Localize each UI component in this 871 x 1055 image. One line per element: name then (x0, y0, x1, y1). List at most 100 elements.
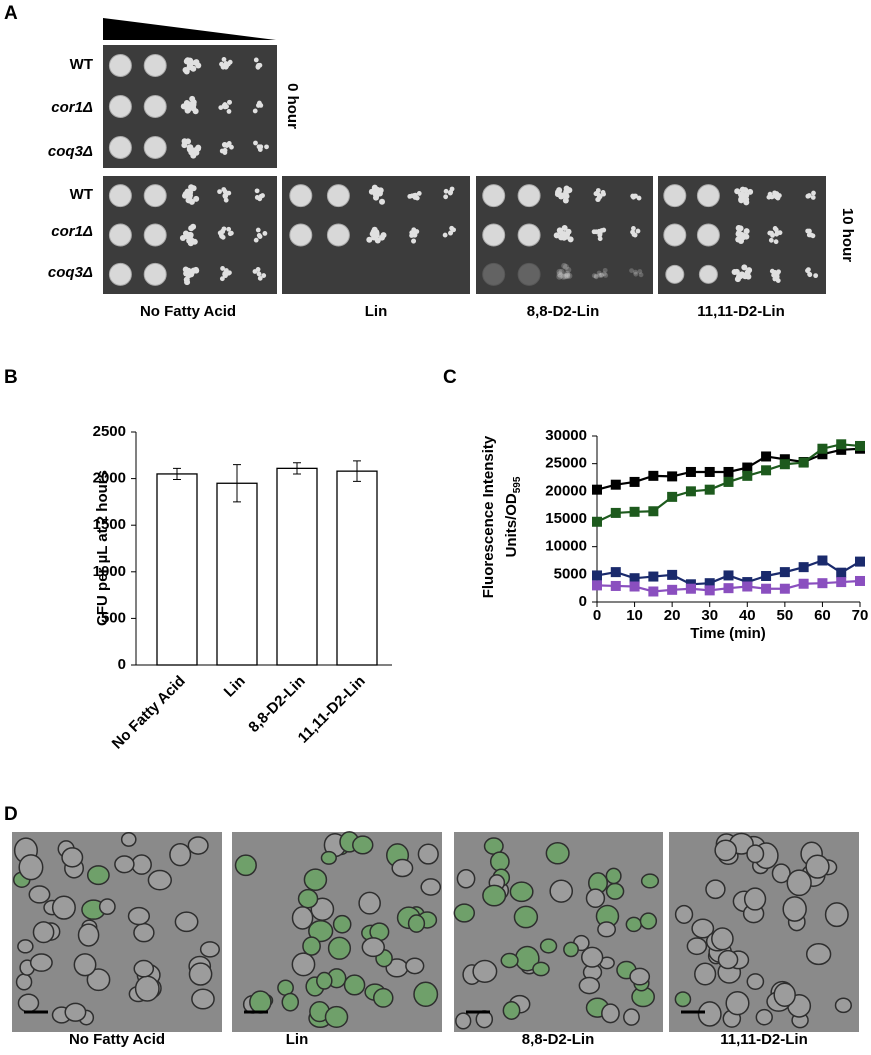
colony (733, 268, 740, 275)
colony (595, 197, 601, 202)
cell (316, 971, 333, 990)
data-point (648, 586, 659, 597)
colony (810, 195, 816, 200)
colony (597, 236, 603, 242)
cell (249, 990, 272, 1014)
cell (455, 1012, 472, 1030)
cell (714, 839, 738, 862)
data-point (855, 556, 865, 567)
micrograph (12, 832, 222, 1032)
strain-label: coq3Δ (48, 264, 93, 281)
colony (603, 272, 609, 278)
colony (188, 225, 195, 232)
cell (291, 952, 316, 977)
y-tick-label: 25000 (545, 455, 587, 472)
colony (564, 270, 571, 277)
colony (414, 195, 420, 201)
data-point (817, 555, 828, 566)
colony-spot (326, 184, 350, 208)
cell (834, 997, 852, 1014)
cell (578, 976, 601, 995)
data-point (667, 569, 678, 580)
data-point (836, 439, 847, 450)
colony (805, 268, 810, 274)
colony (449, 186, 455, 192)
y-tick-label: 1500 (93, 516, 126, 533)
colony (556, 268, 563, 275)
strain-label: cor1Δ (51, 223, 93, 240)
cell (134, 975, 160, 1002)
y-tick-label: 5000 (554, 565, 587, 582)
cell (691, 918, 715, 939)
colony (806, 193, 812, 198)
colony (770, 232, 775, 238)
colony (190, 65, 197, 72)
colony (217, 189, 222, 195)
colony (773, 227, 779, 233)
cell (120, 832, 137, 847)
colony (632, 232, 638, 238)
condition-label: No Fatty Acid (69, 1031, 165, 1048)
colony (187, 240, 194, 247)
colony (184, 101, 191, 108)
data-point (855, 575, 865, 586)
cell (332, 914, 352, 934)
colony (746, 267, 753, 274)
colony (252, 108, 258, 114)
colony (257, 275, 263, 281)
cell (86, 865, 110, 886)
cell (18, 854, 44, 881)
cell (29, 953, 53, 972)
colony (258, 102, 264, 108)
cell (824, 902, 849, 928)
cell (133, 922, 155, 943)
cell (15, 973, 33, 991)
colony (734, 188, 741, 195)
colony (255, 267, 261, 272)
data-point (592, 484, 602, 495)
colony (813, 273, 819, 279)
cell (601, 1003, 620, 1024)
cell (532, 961, 550, 977)
data-point (704, 585, 715, 596)
colony (182, 67, 189, 74)
colony-spot (143, 184, 167, 208)
colony (597, 232, 603, 238)
x-tick-label: 20 (664, 607, 681, 624)
colony (561, 224, 568, 231)
data-point (761, 570, 772, 581)
cell (281, 992, 300, 1012)
micrograph-background (454, 832, 663, 1032)
cell (782, 896, 807, 922)
cell (513, 905, 539, 929)
cell (343, 974, 366, 996)
cell (786, 869, 812, 897)
colony (773, 239, 779, 245)
colony-spot (108, 262, 132, 286)
colony (229, 144, 234, 150)
plate-image (103, 45, 277, 168)
colony (221, 63, 227, 69)
colony (226, 190, 232, 196)
colony (227, 99, 232, 105)
colony (768, 237, 774, 243)
colony (190, 105, 197, 112)
colony (222, 104, 228, 109)
error-bar (233, 464, 241, 503)
cell (51, 895, 76, 920)
colony (443, 194, 449, 200)
colony (593, 274, 599, 280)
data-point (761, 451, 772, 462)
data-point (667, 491, 678, 502)
data-point (742, 470, 753, 481)
colony (377, 187, 384, 194)
data-point (667, 584, 678, 595)
data-point (723, 476, 734, 487)
colony (380, 232, 387, 239)
condition-label: 8,8-D2-Lin (522, 1031, 595, 1048)
colony (602, 267, 608, 273)
strain-label: cor1Δ (51, 99, 93, 116)
bar (276, 467, 318, 666)
condition-label: 8,8-D2-Lin (527, 303, 600, 320)
bar (336, 470, 378, 666)
